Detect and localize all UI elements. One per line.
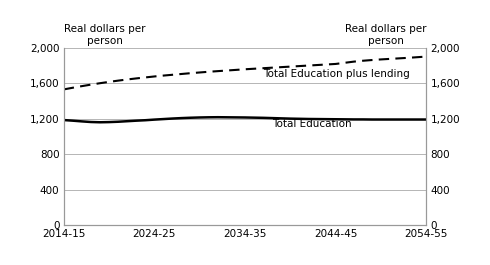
Text: Total Education: Total Education xyxy=(272,119,352,129)
Text: Real dollars per
person: Real dollars per person xyxy=(64,24,145,46)
Text: Real dollars per
person: Real dollars per person xyxy=(345,24,426,46)
Text: Total Education plus lending: Total Education plus lending xyxy=(263,69,410,79)
